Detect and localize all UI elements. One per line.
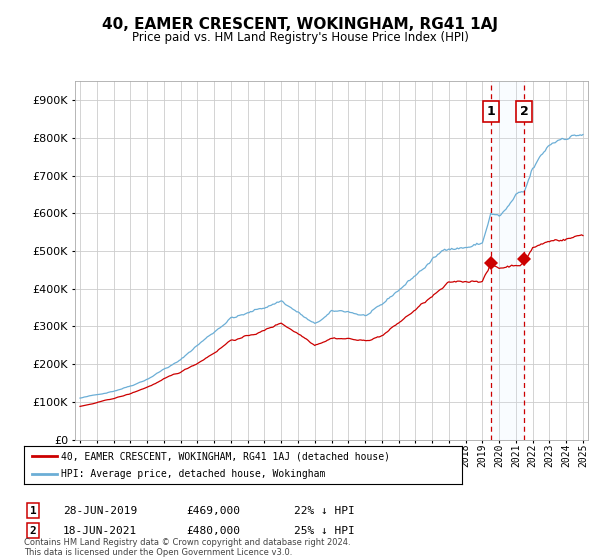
- Text: £469,000: £469,000: [186, 506, 240, 516]
- Text: 40, EAMER CRESCENT, WOKINGHAM, RG41 1AJ (detached house): 40, EAMER CRESCENT, WOKINGHAM, RG41 1AJ …: [61, 451, 390, 461]
- Text: £480,000: £480,000: [186, 526, 240, 536]
- Text: 1: 1: [29, 506, 37, 516]
- Text: 22% ↓ HPI: 22% ↓ HPI: [294, 506, 355, 516]
- Text: 1: 1: [487, 105, 495, 118]
- Text: 28-JUN-2019: 28-JUN-2019: [63, 506, 137, 516]
- Text: Price paid vs. HM Land Registry's House Price Index (HPI): Price paid vs. HM Land Registry's House …: [131, 31, 469, 44]
- Text: 18-JUN-2021: 18-JUN-2021: [63, 526, 137, 536]
- Text: 2: 2: [520, 105, 529, 118]
- Text: Contains HM Land Registry data © Crown copyright and database right 2024.
This d: Contains HM Land Registry data © Crown c…: [24, 538, 350, 557]
- Text: HPI: Average price, detached house, Wokingham: HPI: Average price, detached house, Woki…: [61, 469, 326, 479]
- Bar: [491, 81, 524, 440]
- Text: 40, EAMER CRESCENT, WOKINGHAM, RG41 1AJ: 40, EAMER CRESCENT, WOKINGHAM, RG41 1AJ: [102, 17, 498, 32]
- Text: 25% ↓ HPI: 25% ↓ HPI: [294, 526, 355, 536]
- Text: 2: 2: [29, 526, 37, 536]
